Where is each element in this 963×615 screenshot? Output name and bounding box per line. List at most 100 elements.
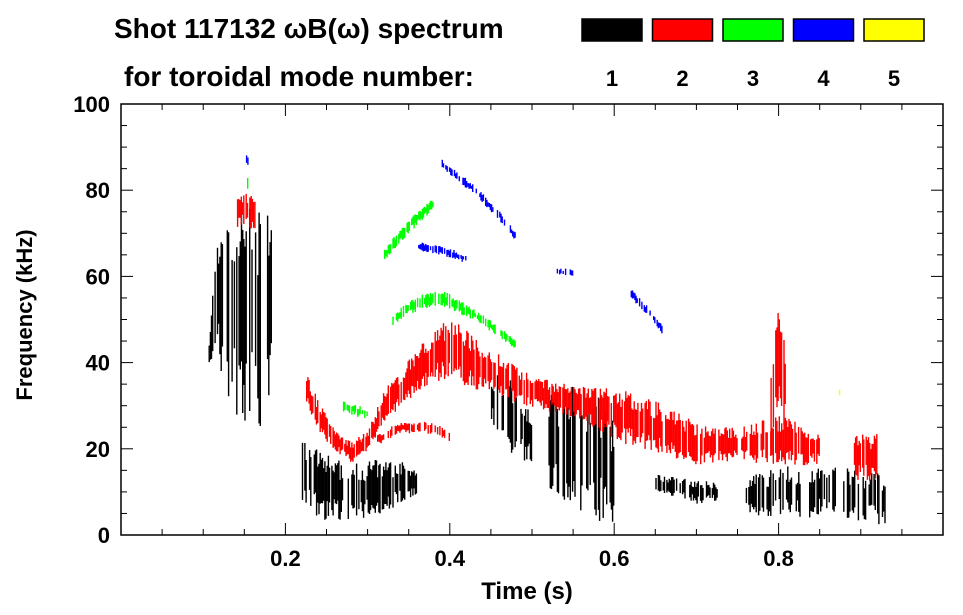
- mode-2-mark: [753, 431, 755, 460]
- mode-2-mark: [341, 437, 344, 450]
- mode-4-track: [630, 290, 663, 334]
- mode-3-mark: [508, 336, 510, 342]
- mode-2-mark: [754, 435, 756, 456]
- mode-2-mark: [346, 445, 348, 455]
- mode-3-mark: [402, 306, 405, 317]
- mode-1-mark: [567, 406, 569, 498]
- mode-3-mark: [462, 302, 464, 316]
- mode-2-mark: [414, 354, 416, 387]
- mode-1-mark: [388, 463, 391, 509]
- mode-2-mark: [429, 425, 432, 434]
- mode-1-mark: [755, 474, 757, 513]
- mode-1-mark: [335, 465, 338, 505]
- mode-2-mark: [626, 397, 628, 429]
- mode-1-mark: [493, 391, 495, 425]
- mode-2-mark: [577, 388, 580, 411]
- mode-1-mark: [351, 474, 353, 506]
- mode-3-mark: [485, 318, 487, 327]
- mode-2-mark: [391, 383, 393, 409]
- mode-2-mark: [580, 394, 582, 417]
- legend-label-mode-5: 5: [888, 66, 900, 91]
- mode-2-mark: [465, 340, 467, 383]
- mode-2-mark: [783, 340, 785, 425]
- mode-4-mark: [447, 249, 449, 255]
- mode-4-mark: [480, 192, 482, 201]
- mode-2-mark: [443, 340, 446, 379]
- mode-1-mark: [254, 232, 257, 366]
- mode-3-mark: [512, 339, 514, 346]
- mode-2-mark: [367, 435, 369, 446]
- mode-2-mark: [553, 391, 556, 406]
- mode-3-mark: [402, 227, 405, 239]
- mode-3-mark: [424, 297, 426, 305]
- mode-1-mark: [811, 471, 813, 512]
- mode-4-mark: [634, 293, 636, 301]
- mode-2-mark: [627, 395, 629, 433]
- mode-1-mark: [339, 479, 341, 520]
- mode-1-mark: [233, 261, 236, 349]
- mode-2-mark: [874, 438, 877, 479]
- mode-2-mark: [743, 426, 745, 460]
- mode-1-mark: [520, 408, 522, 444]
- mode-1-mark: [371, 470, 373, 505]
- mode-2-mark: [785, 420, 788, 454]
- mode-1-mark: [666, 479, 668, 493]
- mode-3-mark: [459, 303, 462, 311]
- mode-4-mark: [419, 244, 421, 250]
- mode-2-mark: [598, 398, 600, 428]
- axis-ticks: 0.2 0.4 0.6 0.8 0 20 40 60 80 100: [73, 92, 943, 571]
- mode-2-mark: [243, 195, 245, 224]
- mode-1-mark: [319, 452, 321, 504]
- mode-2-mark: [761, 420, 764, 458]
- mode-3-mark: [421, 208, 423, 220]
- mode-2-mark: [352, 447, 354, 462]
- mode-2-mark: [857, 445, 859, 480]
- mode-2-mark: [555, 383, 557, 412]
- mode-2-mark: [665, 415, 667, 446]
- mode-2-mark: [447, 329, 449, 377]
- chart-subtitle: for toroidal mode number:: [124, 61, 474, 92]
- mode-2-mark: [409, 369, 412, 398]
- mode-2-mark: [453, 335, 455, 372]
- mode-4-mark: [514, 232, 516, 238]
- mode-2-mark: [573, 387, 575, 412]
- mode-1-mark: [768, 477, 771, 512]
- mode-1-mark: [404, 468, 406, 500]
- mode-2-mark: [781, 423, 783, 462]
- mode-2-mark: [463, 345, 466, 386]
- mode-2-mark: [649, 401, 651, 441]
- mode-1-mark: [208, 345, 210, 363]
- mode-3-mark: [509, 336, 512, 345]
- mode-2-mark: [400, 382, 402, 403]
- mode-2-mark: [805, 437, 807, 463]
- mode-2-mark: [640, 402, 643, 438]
- mode-2-mark: [415, 356, 418, 391]
- mode-3-mark: [431, 200, 433, 210]
- mode-1-mark: [412, 472, 414, 496]
- mode-3-mark: [434, 291, 436, 306]
- mode-1-mark: [694, 481, 696, 499]
- mode-1-mark: [216, 247, 219, 335]
- y-tick-label: 100: [73, 92, 110, 117]
- mode-2-mark: [772, 364, 775, 428]
- mode-3-mark: [421, 294, 423, 308]
- mode-2-mark: [402, 377, 405, 400]
- mode-3-mark: [346, 404, 348, 411]
- mode-2-mark: [380, 405, 382, 426]
- mode-1-mark: [574, 404, 576, 497]
- mode-2-mark: [378, 434, 380, 442]
- mode-2-mark: [867, 437, 870, 477]
- mode-4-mark: [560, 268, 562, 274]
- mode-2-mark: [432, 342, 434, 377]
- mode-2-mark: [399, 425, 401, 433]
- mode-4-mark: [470, 185, 473, 189]
- mode-4-mark: [422, 243, 425, 252]
- mode-2-mark: [666, 419, 668, 453]
- mode-2-mark: [400, 423, 402, 431]
- mode-4-track: [441, 159, 516, 239]
- mode-2-mark: [350, 447, 352, 462]
- mode-3-mark: [432, 293, 434, 304]
- mode-2-mark: [434, 425, 436, 433]
- mode-2-mark: [696, 424, 698, 462]
- mode-2-mark: [405, 423, 407, 433]
